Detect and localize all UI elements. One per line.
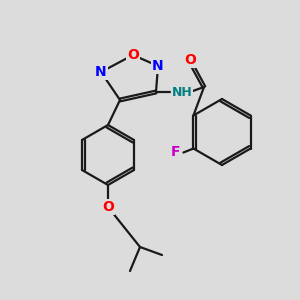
- Text: O: O: [127, 48, 139, 62]
- Text: O: O: [184, 53, 196, 67]
- Text: N: N: [95, 65, 107, 79]
- Text: N: N: [152, 59, 164, 73]
- Text: NH: NH: [172, 85, 192, 98]
- Text: O: O: [102, 200, 114, 214]
- Text: F: F: [171, 146, 180, 160]
